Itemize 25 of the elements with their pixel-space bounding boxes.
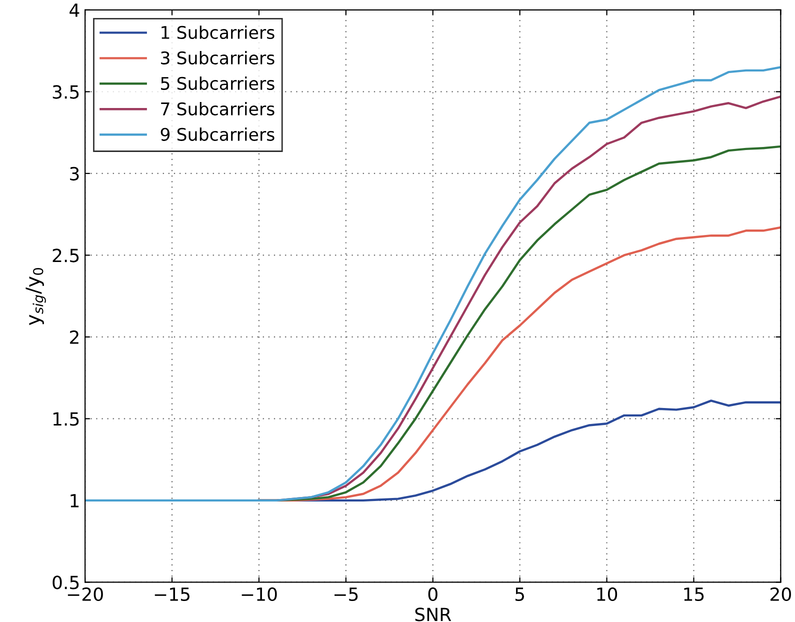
y-tick-label: 0.5	[52, 576, 79, 590]
y-tick-label: 1	[70, 494, 79, 508]
y-tick-label: 2.5	[52, 248, 79, 262]
y-tick-label: 1.5	[53, 412, 79, 426]
legend-label: 3 Subcarriers	[161, 51, 274, 64]
x-tick-label: 0	[428, 587, 438, 602]
x-tick-label: 5	[515, 588, 524, 602]
legend-label: 9 Subcarriers	[160, 128, 274, 141]
legend-label: 7 Subcarriers	[161, 102, 274, 116]
x-axis-title: SNR	[415, 608, 452, 622]
x-tick-label: 15	[684, 588, 704, 602]
legend-label: 5 Subcarriers	[161, 76, 274, 90]
x-tick-label: −5	[334, 588, 358, 602]
line-series	[85, 66, 781, 502]
x-tick-label: −10	[242, 587, 277, 602]
x-tick-label: −20	[68, 587, 103, 602]
x-tick-label: 20	[770, 587, 791, 602]
x-tick-label: −15	[154, 588, 190, 602]
x-tick-label: 10	[597, 587, 618, 602]
legend-label: 1 Subcarriers	[162, 26, 274, 40]
y-tick-label: 3.5	[52, 85, 79, 99]
y-tick-label: 2	[70, 330, 78, 344]
y-tick-label: 3	[70, 166, 79, 181]
y-tick-label: 4	[70, 4, 80, 17]
y-axis-title: y$_{sig}$/y$_{0}$	[26, 268, 46, 326]
